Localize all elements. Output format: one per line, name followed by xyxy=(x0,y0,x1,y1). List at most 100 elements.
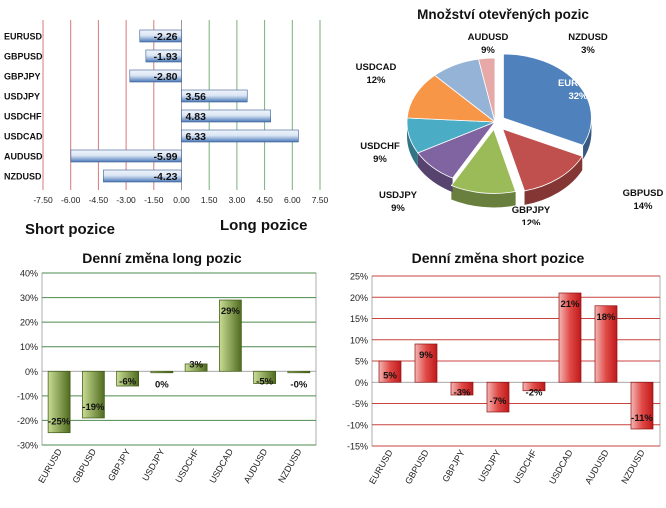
value-label-gbpusd: -1.93 xyxy=(154,51,178,63)
value-label-usdchf: 3% xyxy=(189,359,203,370)
y-tick-label: -15% xyxy=(347,442,368,452)
y-tick-label: 5% xyxy=(355,357,368,367)
bar-usdchf xyxy=(522,381,546,392)
pie-label-gbpusd: GBPUSD xyxy=(623,188,664,199)
open-positions-pie-svg: Množství otevřených pozic EURUSD 32% GBPUSD… xyxy=(356,7,664,225)
x-tick-label-usdchf: USDCHF xyxy=(511,448,539,486)
y-tick-label: -10% xyxy=(347,420,368,430)
category-label-eurusd: EURUSD xyxy=(4,32,43,42)
daily-short-chart: Denní změna short pozice -15% -10% -5% 0% 5% 1… xyxy=(334,245,666,508)
bar-audusd xyxy=(253,370,276,384)
pie-pct-gbpusd: 14% xyxy=(633,201,653,212)
value-label-usdchf: -2% xyxy=(526,387,543,398)
category-label-usdjpy: USDJPY xyxy=(4,92,40,102)
value-label-nzdusd: -0% xyxy=(290,379,307,390)
value-label-usdcad: 6.33 xyxy=(186,131,207,143)
x-tick-label-usdjpy: USDJPY xyxy=(476,448,502,484)
value-label-audusd: 18% xyxy=(596,312,616,323)
bar-eurusd xyxy=(47,370,71,434)
plot-area xyxy=(41,272,317,446)
value-label-gbpjpy: -2.80 xyxy=(154,71,178,83)
pie-side-gbpusd xyxy=(524,156,583,205)
y-tick-label: -5% xyxy=(352,399,368,409)
category-label-nzdusd: NZDUSD xyxy=(4,172,42,182)
x-tick-label: 1.50 xyxy=(201,195,218,205)
x-tick-label: 3.00 xyxy=(229,195,246,205)
long-positions-label: Long pozice xyxy=(220,217,308,234)
bar-gbpusd xyxy=(414,343,438,383)
pie-slice-gbpusd xyxy=(501,128,583,192)
pie-slice-usdcad xyxy=(406,74,497,123)
pie-pct-usdcad: 12% xyxy=(366,75,386,86)
pie-pct-nzdusd: 3% xyxy=(581,45,595,56)
daily-long-chart: Denní změna long pozic -30% -20% -10% 0% 10% 2… xyxy=(0,245,328,508)
pie-pct-usdchf: 9% xyxy=(373,154,387,165)
value-label-usdjpy: -7% xyxy=(490,396,507,407)
x-tick-label-nzdusd: NZDUSD xyxy=(619,448,647,486)
y-tick-label: 10% xyxy=(20,342,38,352)
x-tick-label-eurusd: EURUSD xyxy=(36,447,64,485)
pie-slice-gbpjpy xyxy=(450,128,517,194)
bar-audusd xyxy=(594,305,618,383)
pie-pct-usdjpy: 9% xyxy=(391,203,405,214)
bar-gbpjpy xyxy=(116,370,139,387)
chart-title: Denní změna long pozic xyxy=(82,250,242,266)
y-tick-label: 20% xyxy=(350,293,368,303)
x-tick-label: -3.00 xyxy=(116,195,136,205)
pie-label-gbpjpy: GBPJPY xyxy=(512,205,551,216)
category-label-gbpusd: GBPUSD xyxy=(4,52,43,62)
pie-slice-nzdusd xyxy=(478,57,496,123)
bar-usdjpy xyxy=(486,381,510,413)
bar-gbpusd xyxy=(82,370,105,419)
bar-usdcad xyxy=(181,129,299,143)
bar-usdchf xyxy=(184,363,208,372)
bar-usdjpy xyxy=(150,370,174,374)
x-tick-label-gbpusd: GBPUSD xyxy=(70,447,98,485)
value-label-eurusd: 5% xyxy=(383,370,397,381)
value-label-usdjpy: 3.56 xyxy=(186,91,207,103)
bar-gbpjpy xyxy=(129,69,182,83)
pie-label-usdchf: USDCHF xyxy=(360,141,400,152)
positions-chart-svg: -7.50 -6.00 -4.50 -3.00 -1.50 0.00 1.50 3.00 4.5… xyxy=(4,20,329,205)
x-tick-label-gbpusd: GBPUSD xyxy=(403,448,431,486)
y-tick-label: 20% xyxy=(20,318,38,328)
y-tick-label: -10% xyxy=(17,391,38,401)
y-tick-label: 10% xyxy=(350,335,368,345)
x-tick-label: -1.50 xyxy=(144,195,164,205)
bar-usdcad xyxy=(558,292,582,383)
x-tick-label-audusd: AUDUSD xyxy=(242,447,270,485)
bar-nzdusd xyxy=(630,381,654,430)
category-label-usdcad: USDCAD xyxy=(4,132,43,142)
value-label-audusd: -5.99 xyxy=(154,151,178,163)
short-positions-label: Short pozice xyxy=(25,221,116,238)
value-label-gbpjpy: -3% xyxy=(454,387,471,398)
bar-usdchf xyxy=(181,109,271,123)
value-label-gbpusd: -19% xyxy=(82,402,105,413)
value-label-nzdusd: -4.23 xyxy=(154,171,178,183)
y-tick-label: -30% xyxy=(17,441,38,451)
y-tick-label: 30% xyxy=(20,293,38,303)
bar-gbpusd xyxy=(145,49,182,63)
x-tick-label: 4.50 xyxy=(256,195,273,205)
x-tick-label-eurusd: EURUSD xyxy=(367,448,395,486)
y-tick-label: 40% xyxy=(20,269,38,279)
pie-label-nzdusd: NZDUSD xyxy=(568,32,608,43)
value-label-gbpjpy: -6% xyxy=(119,376,136,387)
daily-long-chart-svg: Denní změna long pozic -30% -20% -10% 0% 10% 2… xyxy=(17,250,317,485)
y-tick-label: 25% xyxy=(350,272,368,282)
pie-pct-gbpjpy: 12% xyxy=(521,218,541,225)
value-label-usdjpy: 0% xyxy=(155,379,169,390)
value-label-eurusd: -25% xyxy=(48,417,71,428)
bar-usdjpy xyxy=(181,89,248,103)
bar-nzdusd xyxy=(103,169,182,183)
pie-label-eurusd: EURUSD xyxy=(558,78,598,89)
value-label-usdchf: 4.83 xyxy=(186,111,207,123)
x-tick-label-gbpjpy: GBPJPY xyxy=(440,448,466,484)
value-label-usdcad: 21% xyxy=(560,299,580,310)
x-tick-label: -6.00 xyxy=(61,195,81,205)
y-tick-label: -20% xyxy=(17,416,38,426)
bar-eurusd xyxy=(378,360,402,383)
value-label-gbpusd: 9% xyxy=(419,350,433,361)
daily-short-chart-svg: Denní změna short pozice -15% -10% -5% 0% 5% 1… xyxy=(347,250,661,486)
value-label-usdcad: 29% xyxy=(221,306,241,317)
